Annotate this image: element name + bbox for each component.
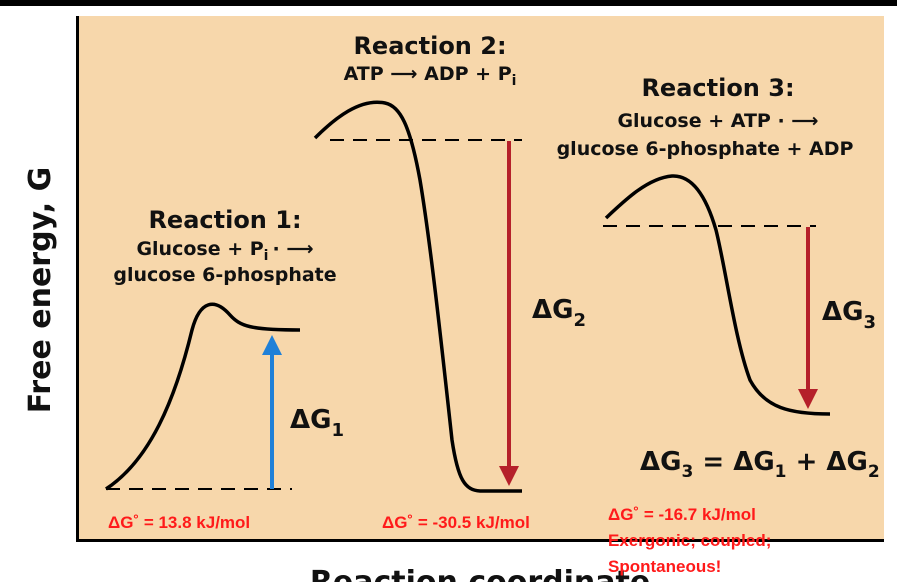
dg2-label: ΔG2 — [532, 295, 586, 331]
reaction-1-equation-line1: Glucose + Pi · ⟶ — [136, 238, 313, 264]
reaction-2-curve — [313, 100, 522, 493]
y-axis-label: Free energy, G — [23, 167, 58, 414]
reaction-2: ΔG2 Reaction 2: ATP ⟶ ADP + Pi ΔG˚ = -30… — [313, 32, 586, 532]
reaction-1-dg-value: ΔG˚ = 13.8 kJ/mol — [108, 513, 250, 532]
reaction-1-title: Reaction 1: — [148, 206, 301, 234]
reaction-2-equation: ATP ⟶ ADP + Pi — [344, 63, 517, 89]
reaction-3-dg-value: ΔG˚ = -16.7 kJ/mol — [608, 505, 756, 524]
top-border — [0, 0, 897, 6]
reaction-3-equation-line1: Glucose + ATP · ⟶ — [617, 110, 818, 132]
reaction-3-title: Reaction 3: — [641, 74, 794, 102]
plot-area — [76, 16, 884, 542]
reaction-3-note-1: Exergonic; coupled; — [608, 531, 771, 550]
reaction-3-note-2: Spontaneous! — [608, 557, 721, 576]
reaction-1-equation-line2: glucose 6-phosphate — [113, 264, 336, 286]
x-axis-label: Reaction coordinate — [310, 565, 650, 582]
reaction-2-title: Reaction 2: — [353, 32, 506, 60]
dg1-label: ΔG1 — [290, 405, 344, 441]
reaction-3-equation-line2: glucose 6-phosphate + ADP — [557, 138, 854, 160]
reaction-1-curve — [105, 302, 301, 491]
dg3-label: ΔG3 — [822, 297, 876, 333]
dg-sum-equation: ΔG3 = ΔG1 + ΔG2 — [640, 447, 880, 482]
reaction-3: ΔG3 Reaction 3: Glucose + ATP · ⟶ glucos… — [557, 74, 880, 576]
reaction-2-dg-value: ΔG˚ = -30.5 kJ/mol — [382, 513, 530, 532]
reaction-1: ΔG1 Reaction 1: Glucose + Pi · ⟶ glucose … — [105, 206, 344, 532]
reaction-3-curve — [604, 174, 831, 416]
